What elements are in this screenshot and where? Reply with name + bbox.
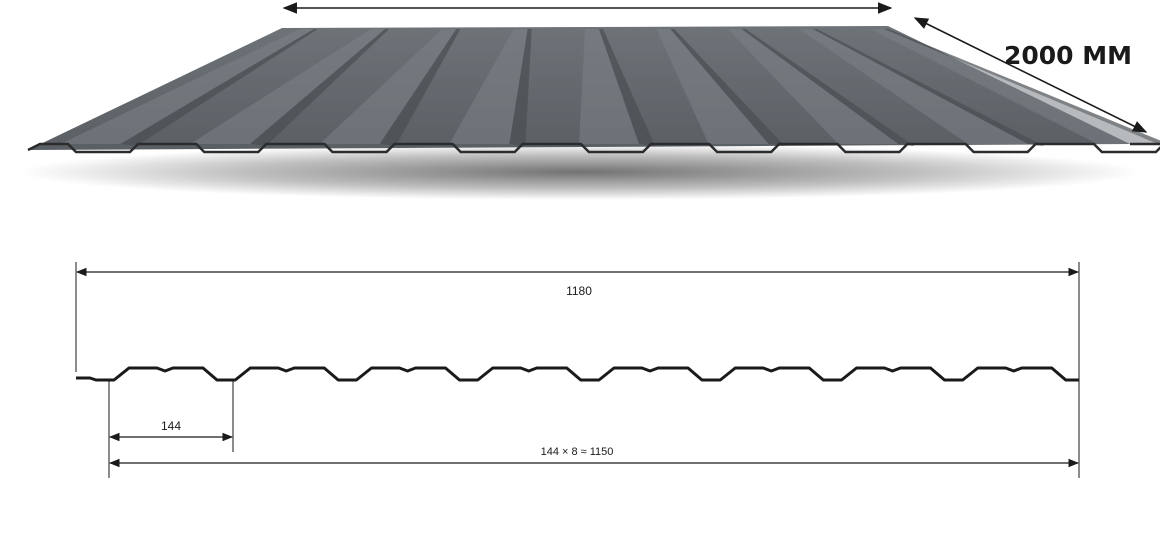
sheet-ribs (60, 29, 1160, 146)
sheet-rib (190, 29, 386, 144)
sheet-rib (60, 29, 314, 144)
pitch-label: 144 (161, 419, 181, 433)
sheet-front-edge (27, 142, 1160, 154)
sheet-rib (656, 29, 769, 144)
profile-section: 1180 144 144 × 8 ≈ 1150 (75, 262, 1080, 478)
sheet-rib-shadow (379, 29, 461, 146)
profile-outline (76, 366, 1079, 382)
cover-width-label: 144 × 8 ≈ 1150 (541, 446, 614, 458)
sheet-rib (727, 29, 899, 144)
sheet-rib-shadow (250, 29, 390, 146)
overall-width-label: 1180 (566, 284, 592, 298)
sheet-rib-shadow (509, 29, 532, 146)
sheet-rib-shadow (670, 29, 785, 146)
sheet-rib-shadow (599, 29, 655, 146)
sheet-rib (319, 29, 457, 144)
sheet-rib-shadow (741, 29, 915, 146)
sheet-shadow (20, 144, 1140, 200)
sheet-length-label: 2000 MM (1004, 41, 1132, 70)
sheet-3d-view (20, 26, 1160, 200)
sheet-rib (449, 29, 528, 144)
sheet-rib (579, 29, 639, 144)
sheet-rib-shadow (120, 29, 318, 146)
sheet-length-arrow (913, 17, 1148, 133)
